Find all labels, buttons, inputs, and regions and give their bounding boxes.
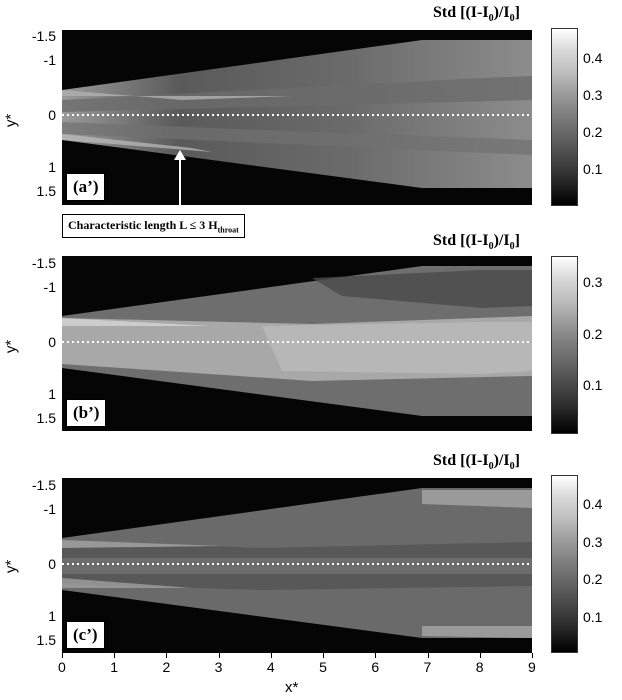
cbar-tick: 0.3 [583, 87, 603, 103]
cbar-tick: 0.2 [583, 571, 603, 587]
x-tick-mark [375, 653, 377, 658]
x-tick: 4 [266, 659, 275, 675]
x-tick: 9 [528, 659, 536, 675]
y-tick: 0 [48, 556, 56, 572]
y-tick: -1 [43, 52, 56, 68]
cbar-tick: 0.4 [583, 496, 603, 512]
annotation-arrow [174, 150, 186, 218]
x-tick: 3 [214, 659, 223, 675]
colorbar-title-a: Std [(I-I0)/I0] [433, 4, 520, 25]
x-tick-mark [62, 653, 63, 658]
panel-label-c: (c’) [66, 621, 105, 649]
colorbar-a [551, 28, 578, 206]
x-tick: 8 [475, 659, 484, 675]
y-tick: 0 [48, 107, 56, 123]
y-tick: 1 [48, 386, 56, 402]
y-tick: -1.5 [31, 255, 56, 271]
cbar-tick: 0.1 [583, 377, 603, 393]
x-tick: 1 [110, 659, 119, 675]
contour-plot-a: (a’) [62, 30, 532, 205]
x-tick: 5 [319, 659, 327, 675]
x-tick-mark [218, 653, 220, 658]
x-tick: 2 [162, 659, 171, 675]
x-tick: 6 [371, 659, 380, 675]
y-tick: 1.5 [36, 183, 56, 199]
colorbar-title-b: Std [(I-I0)/I0] [433, 232, 520, 253]
contour-plot-b: (b’) [62, 256, 532, 431]
cbar-tick: 0.3 [583, 274, 603, 290]
cbar-tick: 0.1 [583, 161, 603, 177]
x-tick-mark [323, 653, 325, 658]
colorbar-c [551, 475, 578, 653]
x-tick: 0 [58, 659, 66, 675]
y-tick: -1 [43, 501, 56, 517]
x-tick-mark [427, 653, 429, 658]
colorbar-b [551, 256, 578, 434]
cbar-tick: 0.1 [583, 609, 603, 625]
y-tick: 0 [48, 334, 56, 350]
y-tick: 1 [48, 159, 56, 175]
x-tick-mark [532, 653, 533, 658]
x-tick-mark [166, 653, 168, 658]
x-tick: 7 [423, 659, 432, 675]
y-tick: 1.5 [36, 632, 56, 648]
y-tick: -1 [43, 279, 56, 295]
cbar-tick: 0.2 [583, 124, 603, 140]
x-tick-mark [270, 653, 272, 658]
y-tick: 1.5 [36, 410, 56, 426]
colorbar-title-c: Std [(I-I0)/I0] [433, 452, 520, 473]
cbar-tick: 0.3 [583, 534, 603, 550]
cbar-tick: 0.2 [583, 326, 603, 342]
x-tick-mark [479, 653, 481, 658]
panel-label-b: (b’) [66, 399, 107, 427]
contour-plot-c: (c’) [62, 478, 532, 653]
cbar-tick: 0.4 [583, 50, 603, 66]
y-axis-label: y* [2, 113, 20, 128]
y-axis-label: y* [2, 339, 20, 354]
panel-label-a: (a’) [66, 173, 106, 201]
y-tick: -1.5 [31, 28, 56, 44]
y-axis-label: y* [2, 559, 20, 574]
x-tick-mark [114, 653, 116, 658]
annotation-box: Characteristic length L ≤ 3 Hthroat [62, 214, 245, 239]
x-axis-label: x* [285, 679, 299, 696]
y-tick: -1.5 [31, 477, 56, 493]
y-tick: 1 [48, 608, 56, 624]
